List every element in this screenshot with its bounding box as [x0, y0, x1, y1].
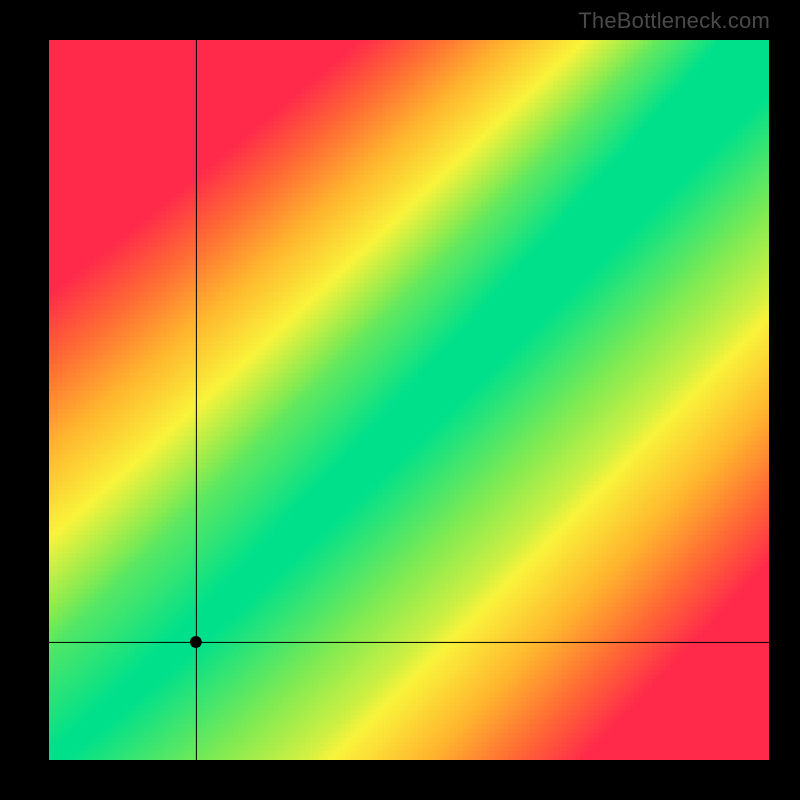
- crosshair-overlay: [49, 40, 769, 760]
- plot-area: [49, 40, 769, 760]
- watermark-text: TheBottleneck.com: [578, 8, 770, 34]
- chart-container: TheBottleneck.com: [0, 0, 800, 800]
